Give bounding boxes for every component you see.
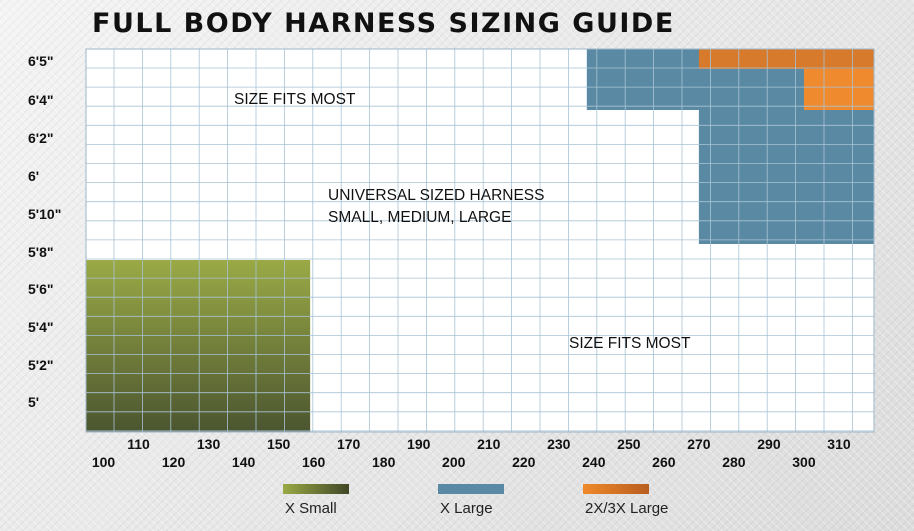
- x-tick-label: 290: [757, 436, 781, 452]
- annotation-0: SIZE FITS MOST: [234, 91, 356, 108]
- annotations: SIZE FITS MOST UNIVERSAL SIZED HARNESS SMA…: [234, 91, 691, 352]
- y-tick-label: 6'4": [28, 92, 54, 108]
- legend-label-x-large: X Large: [440, 500, 493, 517]
- x-tick-label: 130: [197, 436, 221, 452]
- legend-swatch-x-large: [438, 484, 504, 494]
- y-tick-label: 5'8": [28, 244, 54, 260]
- x-tick-label: 110: [127, 436, 150, 452]
- legend-swatch-2x-3x-large: [583, 484, 649, 494]
- x-tick-label: 150: [267, 436, 291, 452]
- x-tick-label: 300: [792, 454, 816, 470]
- x-tick-label: 160: [302, 454, 326, 470]
- x-tick-label: 100: [92, 454, 116, 470]
- x-tick-label: 120: [162, 454, 186, 470]
- size-regions: [86, 49, 874, 432]
- region-x-large-2: [698, 110, 874, 244]
- x-axis-ticks: 110 130 150 170 190 210 230 250 270 290 310 100 120 1…: [92, 436, 851, 470]
- x-tick-label: 260: [652, 454, 676, 470]
- plot-border: [85, 48, 875, 433]
- x-tick-label: 250: [617, 436, 641, 452]
- y-tick-label: 6': [28, 168, 39, 184]
- y-tick-label: 6'2": [28, 130, 54, 146]
- legend-swatch-x-small: [283, 484, 349, 494]
- x-tick-label: 240: [582, 454, 606, 470]
- x-tick-label: 170: [337, 436, 361, 452]
- region-x-small-0: [86, 260, 311, 432]
- x-tick-label: 280: [722, 454, 746, 470]
- legend-label-x-small: X Small: [285, 500, 337, 517]
- y-tick-label: 5'10": [28, 206, 61, 222]
- annotation-2: SMALL, MEDIUM, LARGE: [328, 209, 511, 226]
- y-tick-label: 5'2": [28, 357, 54, 373]
- x-tick-label: 230: [547, 436, 571, 452]
- y-axis-ticks: 5' 5'2" 5'4" 5'6" 5'8" 5'10" 6' 6'2" 6'4" 6'5": [28, 53, 61, 410]
- y-tick-label: 5': [28, 394, 39, 410]
- x-tick-label: 200: [442, 454, 466, 470]
- y-tick-label: 5'4": [28, 319, 54, 335]
- region-2x-3x-large-4: [803, 69, 874, 110]
- x-tick-label: 210: [477, 436, 501, 452]
- annotation-1: UNIVERSAL SIZED HARNESS: [328, 187, 544, 204]
- annotation-3: SIZE FITS MOST: [569, 335, 691, 352]
- x-tick-label: 270: [687, 436, 711, 452]
- chart-title: FULL BODY HARNESS SIZING GUIDE: [92, 8, 675, 39]
- legend-label-2x-3x-large: 2X/3X Large: [585, 500, 669, 517]
- region-2x-3x-large-3: [698, 49, 874, 69]
- y-tick-label: 6'5": [28, 53, 54, 69]
- x-tick-label: 140: [232, 454, 256, 470]
- x-tick-label: 220: [512, 454, 536, 470]
- x-tick-label: 310: [827, 436, 851, 452]
- x-tick-label: 180: [372, 454, 396, 470]
- grid-lines: [86, 49, 874, 432]
- y-tick-label: 5'6": [28, 281, 54, 297]
- x-tick-label: 190: [407, 436, 431, 452]
